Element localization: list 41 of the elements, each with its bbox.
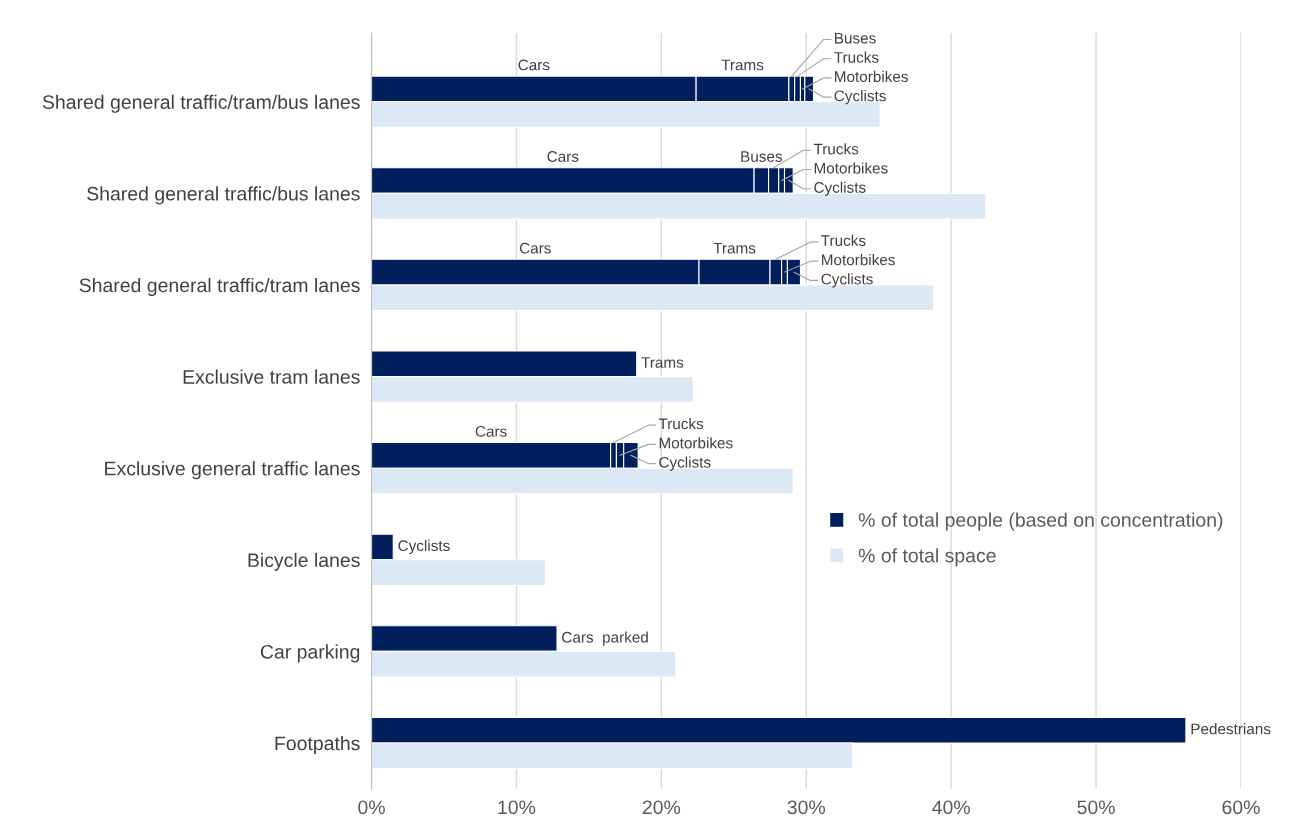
data-label: Cyclists <box>659 456 711 471</box>
data-label: Trucks <box>834 51 879 63</box>
y-tick-label: Shared general traffic/bus lanes <box>87 186 360 205</box>
y-tick-label: Bicycle lanes <box>248 552 360 571</box>
data-label: Motorbikes <box>821 254 895 266</box>
data-label: Trucks <box>813 143 859 155</box>
data-label: Trucks <box>658 418 704 430</box>
data-label: Motorbikes <box>814 162 888 174</box>
data-label: Cyclists <box>398 539 450 555</box>
x-tick-label: 10% <box>498 800 536 815</box>
data-label: Cyclists <box>821 273 873 288</box>
data-label: Buses <box>741 151 783 162</box>
y-tick-label: Shared general traffic/tram lanes <box>79 277 360 297</box>
x-tick-label: 40% <box>932 800 970 815</box>
y-tick-label: Car parking <box>260 644 360 663</box>
x-tick-label: 20% <box>642 800 681 815</box>
y-tick-label: Footpaths <box>275 735 360 755</box>
x-tick-label: 0% <box>358 800 385 815</box>
data-label: Cyclists <box>814 181 866 196</box>
data-label: Cars <box>475 425 507 437</box>
data-label: Buses <box>835 32 876 44</box>
x-tick-label: 30% <box>787 800 826 815</box>
data-label: Pedestrians <box>1191 723 1271 735</box>
y-tick-label: Shared general traffic/tram/bus lanes <box>42 94 360 113</box>
data-label: Cars <box>547 151 579 162</box>
data-label: Trams <box>713 242 756 254</box>
data-label: Trucks <box>821 234 866 247</box>
data-label: Trams <box>721 59 764 71</box>
data-label: Cars parked <box>562 631 648 646</box>
data-label: Cyclists <box>834 90 886 105</box>
y-tick-label: Exclusive tram lanes <box>183 369 360 384</box>
x-tick-label: 50% <box>1077 800 1115 815</box>
data-label: Cars <box>519 242 551 254</box>
data-label: Cars <box>518 59 550 71</box>
legend-label: % of total space <box>858 548 996 567</box>
y-tick-label: Exclusive general traffic lanes <box>105 461 360 480</box>
x-tick-label: 60% <box>1222 800 1260 815</box>
data-label: Motorbikes <box>659 437 733 449</box>
legend-label: % of total people (based on concentration) <box>858 512 1223 531</box>
data-label: Motorbikes <box>835 70 908 83</box>
data-label: Trams <box>641 357 684 368</box>
